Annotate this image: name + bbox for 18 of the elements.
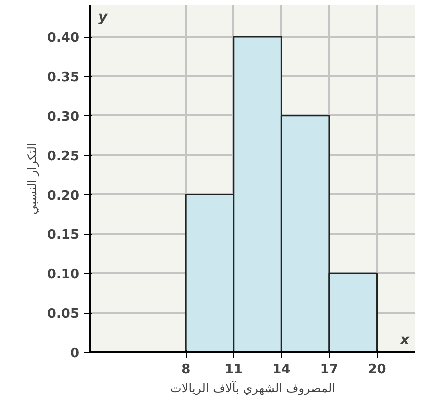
- annotation: y: [98, 10, 108, 26]
- y-tick-label: 0.25: [47, 149, 80, 164]
- y-tick-label: 0.10: [47, 268, 80, 283]
- annotation: x: [399, 332, 410, 348]
- x-axis-title: المصروف الشهري بآلاف الريالات: [170, 380, 336, 396]
- y-tick-label: 0.30: [47, 110, 80, 125]
- y-axis-title: التكرار النسبي: [25, 143, 40, 215]
- x-tick-label: 17: [320, 362, 339, 378]
- y-tick-label: 0.35: [47, 70, 80, 86]
- x-tick-label: 14: [272, 362, 291, 378]
- y-tick-label: 0.05: [47, 307, 80, 322]
- x-tick-label: 8: [182, 362, 191, 378]
- y-tick-label: 0.15: [47, 228, 80, 244]
- y-tick-label: 0.20: [47, 188, 80, 204]
- x-tick-label: 11: [224, 362, 243, 378]
- x-tick-label: 20: [368, 362, 386, 378]
- y-tick-label: 0: [70, 346, 80, 362]
- y-tick-label: 0.40: [47, 31, 80, 46]
